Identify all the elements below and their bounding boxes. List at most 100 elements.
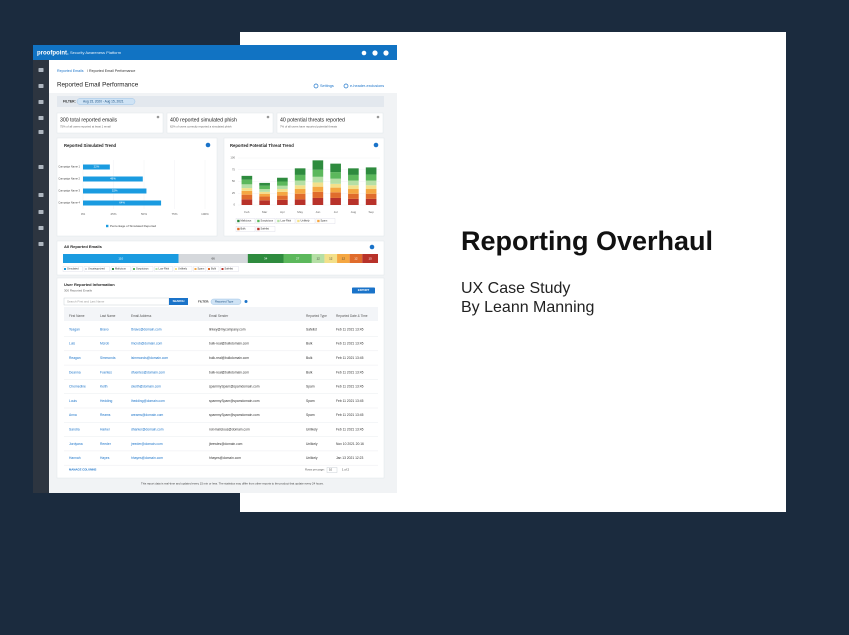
bar-segment bbox=[294, 174, 306, 181]
table-cell: Anna bbox=[69, 413, 77, 417]
help-icon[interactable] bbox=[372, 50, 378, 56]
category-label: Campaign Name 4 bbox=[58, 201, 80, 205]
x-tick-label: 25% bbox=[110, 212, 116, 216]
x-tick-label: Jun bbox=[315, 210, 320, 214]
table-cell: not-malicious@domain.com bbox=[209, 427, 250, 431]
bar-segment bbox=[277, 195, 288, 200]
case-author: By Leann Manning bbox=[461, 299, 594, 316]
page-header bbox=[49, 60, 397, 93]
section-title: All Reported Emails bbox=[64, 244, 103, 249]
table-cell: Bulk bbox=[306, 356, 313, 360]
nav-icon[interactable] bbox=[38, 226, 44, 230]
legend-item bbox=[255, 226, 276, 232]
page-size-select[interactable] bbox=[326, 467, 338, 473]
legend-swatch bbox=[297, 219, 300, 223]
table-cell: Keith bbox=[100, 385, 108, 389]
legend-swatch bbox=[237, 227, 240, 231]
legend-label: Bulk bbox=[241, 227, 247, 231]
column-header: Reported Date & Time bbox=[336, 314, 368, 318]
y-tick-label: 25 bbox=[232, 191, 236, 195]
nav-icon[interactable] bbox=[38, 116, 44, 120]
nav-icon[interactable] bbox=[38, 130, 44, 134]
legend-item bbox=[193, 266, 206, 272]
bar-segment bbox=[241, 184, 253, 189]
nav-icon[interactable] bbox=[38, 68, 44, 72]
bar-segment bbox=[259, 185, 270, 190]
nav-icon[interactable] bbox=[38, 165, 44, 169]
section-subtitle: 300 Reported Emails bbox=[64, 288, 93, 292]
x-tick-label: Aug bbox=[351, 210, 357, 214]
bar-label: 52% bbox=[112, 189, 118, 193]
legend-item bbox=[131, 266, 154, 272]
download-icon[interactable] bbox=[205, 142, 211, 148]
bar-segment bbox=[330, 187, 341, 193]
search-button[interactable] bbox=[169, 298, 188, 305]
table-cell: spammySpam@spamdomain.com bbox=[209, 385, 260, 389]
table-cell: Chemedine bbox=[69, 385, 86, 389]
legend-label: Spam bbox=[198, 267, 205, 271]
bar-segment bbox=[312, 182, 324, 187]
table-cell: spammySpam@spamdomain.com bbox=[209, 399, 260, 403]
legend-label: Suspicious bbox=[261, 219, 274, 223]
nav-icon[interactable] bbox=[38, 84, 44, 88]
table-cell: tbravo@domain.com bbox=[131, 327, 162, 331]
legend-swatch bbox=[64, 268, 66, 270]
download-icon[interactable] bbox=[369, 244, 375, 250]
bell-icon[interactable] bbox=[361, 50, 367, 56]
info-icon bbox=[156, 115, 160, 119]
nav-icon[interactable] bbox=[38, 193, 44, 197]
bar-segment bbox=[330, 192, 341, 198]
table-cell: Bulk bbox=[306, 370, 313, 374]
page-title: Reported Email Performance bbox=[57, 82, 139, 89]
legend-item bbox=[255, 218, 276, 224]
table-cell: Safelist bbox=[306, 327, 317, 331]
legend-swatch bbox=[175, 268, 177, 270]
exclusion-icon[interactable] bbox=[343, 83, 349, 89]
table-cell: hhayes@domain.com bbox=[131, 456, 163, 460]
x-tick-label: Feb bbox=[244, 210, 250, 214]
bar-segment bbox=[348, 174, 359, 181]
table-cell: dfuentes@domain.com bbox=[131, 370, 165, 374]
bar-segment bbox=[277, 181, 288, 186]
column-header: Email Address bbox=[131, 314, 152, 318]
info-icon bbox=[266, 115, 270, 119]
table-cell: bulk-real@bulkdomain.com bbox=[209, 370, 249, 374]
bar bbox=[83, 200, 162, 206]
legend-item bbox=[110, 266, 131, 272]
legend-swatch bbox=[133, 268, 135, 270]
table-cell: Jan 13 2021 12:23 bbox=[336, 456, 363, 460]
user-icon[interactable] bbox=[383, 50, 389, 56]
table-cell: Feb 11 2021 13:45 bbox=[336, 413, 364, 417]
column-header: Email Sender bbox=[209, 314, 229, 318]
filter-chip[interactable] bbox=[76, 98, 136, 105]
breadcrumb-link: Reported Emails bbox=[57, 69, 84, 73]
bar-segment bbox=[241, 188, 253, 191]
segment bbox=[283, 254, 312, 263]
bar-segment bbox=[312, 169, 324, 177]
nav-icon[interactable] bbox=[38, 100, 44, 104]
download-icon[interactable] bbox=[373, 142, 379, 148]
legend-swatch bbox=[112, 268, 114, 270]
chart-title: Reported Simulated Trend bbox=[64, 143, 117, 148]
info-icon bbox=[376, 115, 380, 119]
bar-segment bbox=[294, 193, 306, 200]
filter-chip[interactable] bbox=[210, 298, 242, 305]
bar-segment bbox=[312, 197, 324, 205]
settings-icon[interactable] bbox=[313, 83, 319, 89]
filter-label: FILTER: bbox=[198, 299, 209, 303]
legend-label: Safelist bbox=[261, 227, 270, 231]
legend-label: Spam bbox=[321, 219, 328, 223]
segment-label: 27 bbox=[296, 256, 300, 260]
export-button[interactable] bbox=[352, 287, 375, 294]
nav-icon[interactable] bbox=[38, 210, 44, 214]
filter-chip-text: Reported Type bbox=[215, 300, 234, 304]
segment-label: 12 bbox=[354, 256, 358, 260]
stat-card bbox=[276, 112, 384, 134]
legend-swatch bbox=[257, 219, 260, 223]
nav-icon[interactable] bbox=[38, 242, 44, 246]
segment bbox=[311, 254, 325, 263]
export-label: EXPORT bbox=[358, 288, 370, 292]
bar-segment bbox=[241, 199, 253, 205]
bar-segment bbox=[330, 178, 341, 184]
bar-segment bbox=[294, 189, 306, 194]
